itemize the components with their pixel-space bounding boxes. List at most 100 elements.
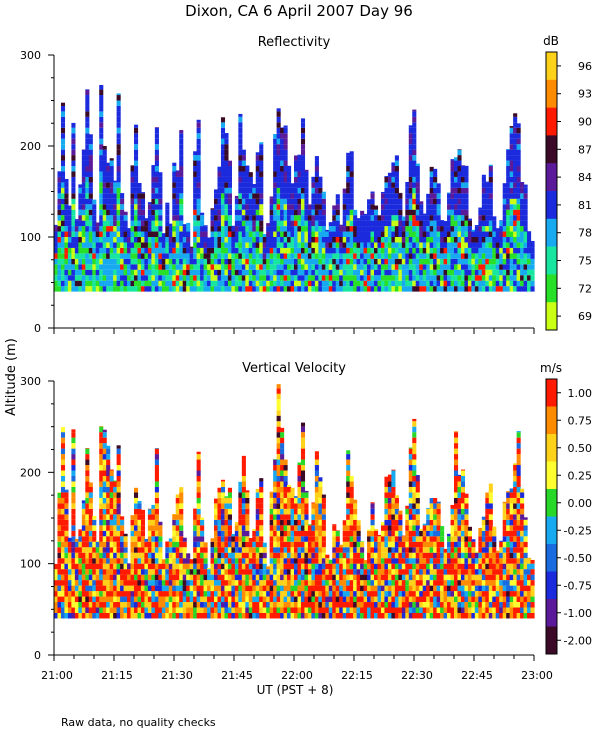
data-cell [394,242,399,248]
data-cell [481,253,486,259]
data-cell [196,258,201,265]
data-cell [346,454,351,460]
data-cell [109,563,114,570]
data-cell [318,247,323,254]
data-cell [109,220,114,227]
data-cell [137,253,142,259]
data-cell [300,569,306,575]
data-cell [200,226,205,232]
data-cell [374,269,379,276]
data-cell [123,558,128,564]
data-cell [280,552,285,559]
data-cell [252,286,257,292]
data-cell [248,198,253,205]
data-cell [196,220,201,227]
data-cell [443,237,448,243]
data-cell [175,187,180,194]
data-cell [172,514,177,520]
data-cell [332,286,337,292]
data-cell [300,519,306,526]
data-cell [196,454,201,460]
data-cell [387,193,392,199]
data-cell [349,247,354,254]
data-cell [262,258,267,265]
data-cell [485,269,490,276]
data-cell [300,437,306,444]
data-cell [314,591,319,597]
data-cell [346,574,351,581]
data-cell [220,160,226,167]
data-cell [290,508,295,515]
data-cell [342,536,347,542]
data-cell [60,264,66,270]
data-cell [321,264,326,270]
data-cell [106,231,111,237]
data-cell [297,530,302,537]
data-cell [280,432,285,438]
data-cell [339,607,344,613]
data-cell [224,596,229,603]
data-cell [214,209,219,216]
data-cell [262,612,267,619]
data-cell [154,176,159,183]
data-cell [123,574,128,581]
data-cell [207,607,212,613]
data-cell [332,226,337,232]
data-cell [422,226,427,232]
data-cell [262,547,267,553]
data-cell [311,558,316,564]
data-cell [360,269,365,276]
data-cell [193,508,198,515]
data-cell [255,280,260,287]
data-cell [276,607,281,613]
data-cell [412,122,417,128]
data-cell [234,552,239,559]
data-cell [168,223,173,227]
data-cell [255,171,260,177]
data-cell [332,231,337,237]
data-cell [151,209,156,216]
data-cell [245,607,250,613]
data-cell [134,585,139,592]
data-cell [259,247,264,254]
data-cell [140,602,146,608]
data-cell [71,569,76,575]
data-cell [224,530,229,537]
data-cell [106,204,111,210]
data-cell [147,547,152,553]
data-cell [151,231,156,237]
data-cell [217,536,222,542]
data-cell [311,231,316,237]
data-cell [433,286,438,292]
data-cell [408,226,413,232]
data-cell [294,204,299,210]
data-cell [297,215,302,221]
data-cell [207,269,212,276]
data-cell [300,607,306,613]
data-cell [502,198,507,205]
data-cell [321,231,326,237]
data-cell [60,612,66,619]
data-cell [283,220,288,227]
data-cell [60,602,66,608]
data-cell [374,253,379,259]
data-cell [60,116,66,123]
data-cell [88,530,93,537]
data-cell [175,209,180,216]
data-cell [307,275,312,281]
data-cell [234,574,239,581]
data-cell [67,247,72,254]
data-cell [123,242,128,248]
data-cell [99,612,104,619]
data-cell [273,166,278,172]
data-cell [287,596,292,603]
data-cell [214,591,219,597]
data-cell [436,253,441,259]
data-cell [196,133,201,139]
data-cell [193,160,198,167]
data-cell [276,421,281,427]
data-cell [318,585,323,592]
data-cell [287,237,292,243]
data-cell [224,552,229,559]
data-cell [283,275,288,281]
